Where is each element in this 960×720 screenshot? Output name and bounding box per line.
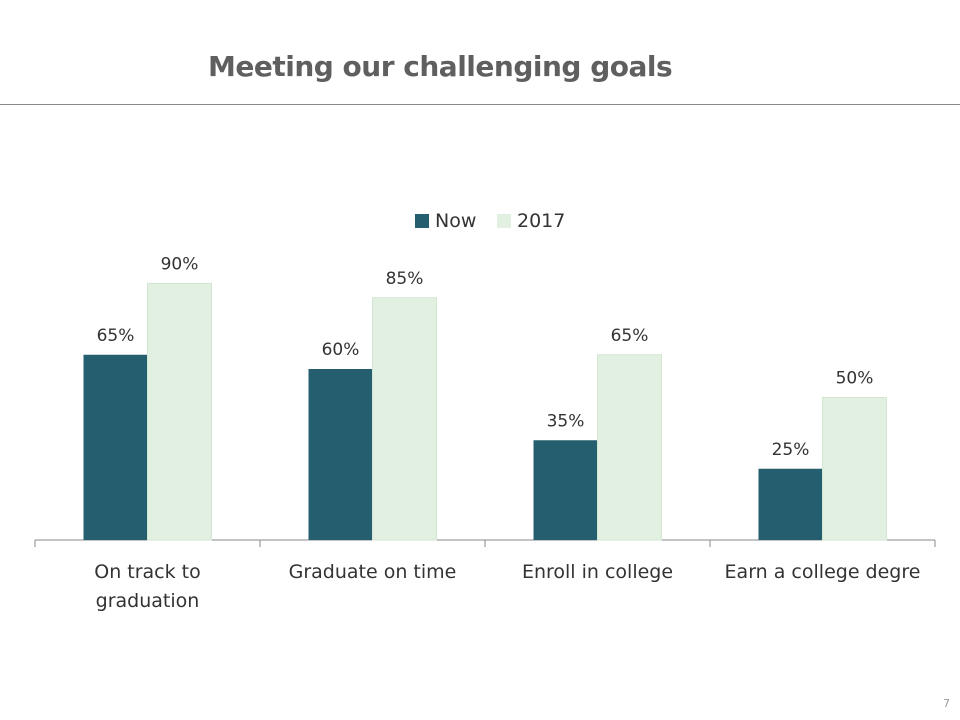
- bar-now-1: [308, 369, 373, 540]
- category-label: graduation: [96, 590, 200, 612]
- data-label: 25%: [772, 440, 810, 460]
- bar-2017-2: [597, 354, 662, 541]
- legend-label: Now: [435, 210, 476, 232]
- category-label: Enroll in college: [522, 561, 673, 583]
- bar-2017-0: [147, 283, 212, 541]
- legend-swatch-now: [415, 214, 429, 228]
- page-number: 7: [943, 697, 950, 710]
- data-label: 90%: [161, 255, 199, 275]
- bar-2017-3: [822, 397, 887, 541]
- data-label: 65%: [97, 326, 135, 346]
- category-label: Earn a college degre: [725, 561, 921, 583]
- category-label: Graduate on time: [289, 561, 457, 583]
- data-label: 65%: [611, 326, 649, 346]
- data-label: 35%: [547, 411, 585, 431]
- bar-now-2: [533, 440, 598, 540]
- data-label: 50%: [836, 369, 874, 389]
- legend-swatch-2017: [497, 214, 511, 228]
- bar-now-3: [758, 468, 823, 540]
- slide-title: Meeting our challenging goals: [208, 50, 673, 83]
- legend-label: 2017: [517, 210, 565, 232]
- bar-now-0: [83, 354, 148, 540]
- category-label: On track to: [94, 561, 201, 583]
- title-divider: [0, 104, 960, 105]
- data-label: 85%: [386, 269, 424, 289]
- data-label: 60%: [322, 340, 360, 360]
- bar-2017-1: [372, 297, 437, 541]
